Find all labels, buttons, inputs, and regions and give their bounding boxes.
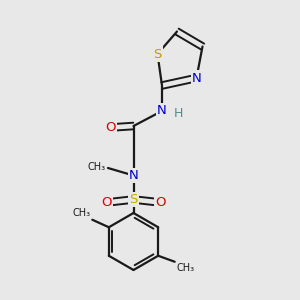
Text: S: S [153, 47, 162, 61]
Text: CH₃: CH₃ [88, 161, 106, 172]
Text: N: N [129, 169, 138, 182]
Text: CH₃: CH₃ [176, 263, 194, 273]
Text: H: H [174, 107, 183, 120]
Text: O: O [106, 121, 116, 134]
Text: N: N [157, 104, 167, 118]
Text: O: O [101, 196, 112, 209]
Text: O: O [155, 196, 166, 209]
Text: CH₃: CH₃ [73, 208, 91, 218]
Text: S: S [129, 193, 138, 206]
Text: N: N [192, 71, 201, 85]
